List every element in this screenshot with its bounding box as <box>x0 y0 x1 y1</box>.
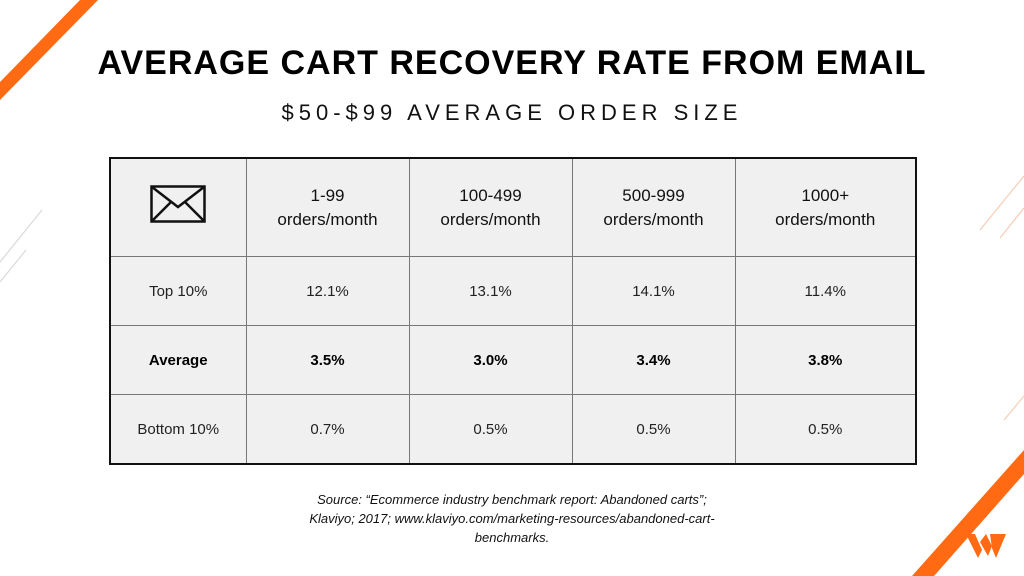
table-row-bottom-10: Bottom 10% 0.7% 0.5% 0.5% 0.5% <box>109 394 917 465</box>
table-cell: 3.4% <box>571 325 736 395</box>
source-citation: Source: “Ecommerce industry benchmark re… <box>212 490 812 547</box>
faint-line-left-2 <box>0 249 27 283</box>
table-cell: 14.1% <box>571 256 736 326</box>
envelope-icon <box>150 185 206 223</box>
row-label: Average <box>109 325 247 395</box>
row-label: Bottom 10% <box>109 394 247 465</box>
faint-line-right-2 <box>999 207 1024 239</box>
column-header: 1-99 orders/month <box>245 157 410 257</box>
column-header-range: 1-99 <box>310 185 345 205</box>
corner-cell <box>109 157 247 257</box>
table-header-row: 1-99 orders/month 100-499 orders/month 5… <box>109 157 917 257</box>
table-cell: 3.5% <box>245 325 410 395</box>
source-line: benchmarks. <box>474 530 550 545</box>
source-line: Klaviyo; 2017; www.klaviyo.com/marketing… <box>309 511 715 526</box>
table-cell: 12.1% <box>245 256 410 326</box>
column-header-range: 500-999 <box>622 185 685 205</box>
column-header-unit: orders/month <box>775 209 876 229</box>
table-cell: 0.5% <box>571 394 736 465</box>
column-header: 500-999 orders/month <box>571 157 736 257</box>
row-label: Top 10% <box>109 256 247 326</box>
faint-line-right-1 <box>979 175 1024 231</box>
column-header-unit: orders/month <box>277 209 378 229</box>
table-cell: 3.0% <box>408 325 573 395</box>
column-header-unit: orders/month <box>440 209 541 229</box>
page-subtitle: $50-$99 AVERAGE ORDER SIZE <box>281 100 743 125</box>
column-header: 100-499 orders/month <box>408 157 573 257</box>
table-cell: 0.5% <box>734 394 917 465</box>
column-header-unit: orders/month <box>603 209 704 229</box>
table-row-average: Average 3.5% 3.0% 3.4% 3.8% <box>109 325 917 395</box>
source-line: Source: “Ecommerce industry benchmark re… <box>317 492 707 507</box>
column-header: 1000+ orders/month <box>734 157 917 257</box>
table-cell: 11.4% <box>734 256 917 326</box>
table-cell: 13.1% <box>408 256 573 326</box>
table-cell: 0.5% <box>408 394 573 465</box>
faint-line-left-1 <box>0 209 43 263</box>
brand-logo-icon <box>966 534 1006 558</box>
table-row-top-10: Top 10% 12.1% 13.1% 14.1% 11.4% <box>109 256 917 326</box>
page-title: AVERAGE CART RECOVERY RATE FROM EMAIL <box>97 44 927 82</box>
faint-line-right-3 <box>1003 395 1024 421</box>
table-cell: 3.8% <box>734 325 917 395</box>
benchmark-table: 1-99 orders/month 100-499 orders/month 5… <box>109 157 917 465</box>
column-header-range: 100-499 <box>459 185 522 205</box>
table-cell: 0.7% <box>245 394 410 465</box>
column-header-range: 1000+ <box>801 185 850 205</box>
